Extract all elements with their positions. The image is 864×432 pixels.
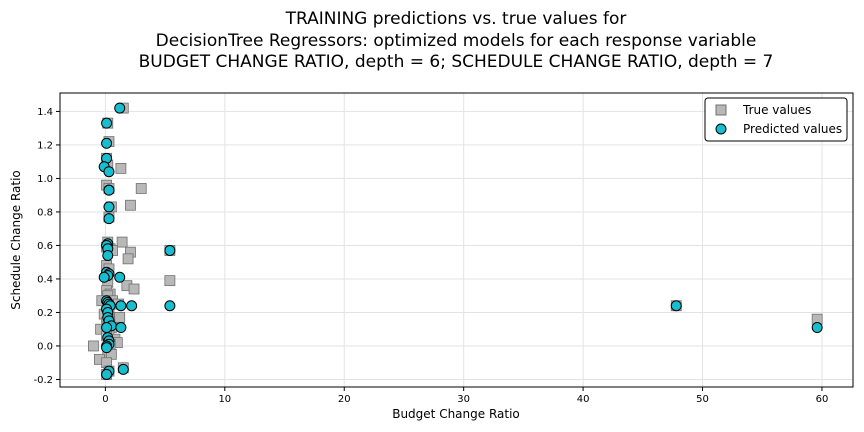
legend-marker-predicted-values [715,123,727,135]
predicted-value-point [102,249,114,261]
x-tick-label: 60 [816,394,829,405]
predicted-value-point [101,117,113,129]
predicted-value-point [103,201,115,213]
x-tick-label: 50 [696,394,709,405]
predicted-value-point [117,363,129,375]
y-tick-label: 0.0 [37,341,53,352]
y-tick-label: 1.2 [37,140,53,151]
x-tick-label: 30 [457,394,470,405]
predicted-value-point [98,271,110,283]
true-value-point [135,183,147,194]
y-tick-label: 1.0 [37,174,53,185]
predicted-value-point [164,244,176,256]
y-tick-label: -0.2 [33,375,53,386]
true-value-point [128,283,140,295]
true-value-point [164,275,176,287]
plot-area [60,93,853,387]
legend-label-predicted-values: Predicted values [743,122,842,136]
predicted-value-point [101,342,113,354]
title-line-1: TRAINING predictions vs. true values for [285,9,627,29]
true-value-point [114,312,126,323]
true-value-point [125,199,136,211]
title-line-3: BUDGET CHANGE RATIO, depth = 6; SCHEDULE… [139,52,774,72]
predicted-value-point [164,300,176,312]
x-tick-label: 20 [338,394,351,405]
title-line-2: DecisionTree Regressors: optimized model… [156,31,757,51]
predicted-value-point [103,184,115,196]
x-tick-label: 0 [102,394,108,405]
predicted-value-point [101,368,113,380]
predicted-value-point [114,102,126,114]
true-value-point [115,162,127,174]
predicted-value-point [114,271,126,283]
y-tick-label: 0.4 [37,274,53,285]
y-tick-label: 0.6 [37,241,53,252]
x-tick-label: 40 [577,394,590,405]
predicted-value-point [670,300,682,312]
legend-label-true-values: True values [742,103,811,117]
y-axis-label: Schedule Change Ratio [9,170,23,310]
legend: True values Predicted values [704,97,848,142]
y-tick-label: 1.4 [37,107,53,118]
true-value-point [122,253,134,265]
legend-marker-true-values [715,104,727,116]
true-value-point [88,340,99,352]
true-value-point [116,236,128,248]
axis-ticks: 0 10 20 30 40 50 60 -0.2 0.0 0.2 0.4 0.6 0.8 1.0 1.2 1.… [33,107,828,405]
legend-box [704,97,848,142]
y-tick-label: 0.2 [37,308,53,319]
predicted-value-point [115,300,127,312]
y-tick-label: 0.8 [37,207,53,218]
x-tick-label: 10 [218,394,231,405]
predicted-value-point [126,300,138,312]
chart-title: TRAINING predictions vs. true values for… [139,9,774,72]
predicted-value-point [101,137,113,149]
plot-frame [59,92,854,388]
predicted-value-point [811,322,823,334]
predicted-values-series [98,102,823,380]
predicted-value-point [103,166,115,178]
predicted-value-point [101,322,113,334]
predicted-value-point [103,213,115,225]
x-axis-label: Budget Change Ratio [392,407,520,421]
predicted-value-point [115,322,127,334]
